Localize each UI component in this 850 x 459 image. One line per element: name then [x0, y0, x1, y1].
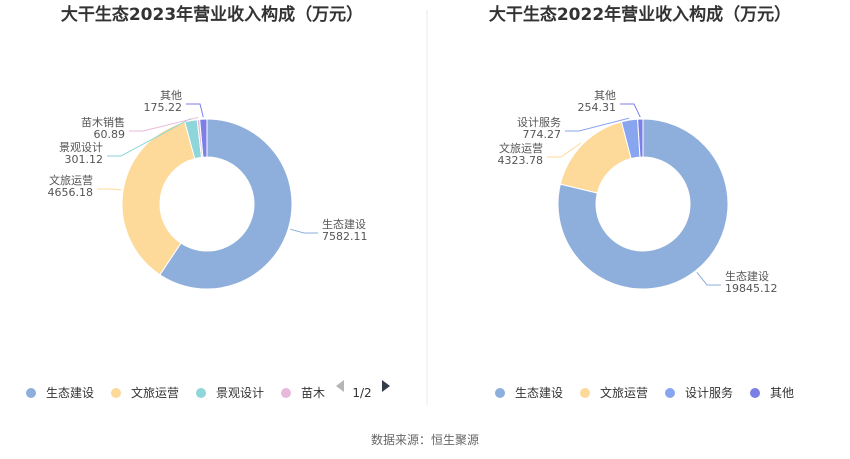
legend-item[interactable]: 苗木	[301, 386, 325, 400]
slice-label-name: 文旅运营	[499, 141, 543, 155]
slice-其他[interactable]	[199, 118, 208, 158]
legend-2022: 生态建设 文旅运营 设计服务 其他	[495, 385, 794, 400]
legend-item[interactable]: 其他	[770, 386, 794, 400]
slice-label-value: 175.22	[144, 101, 183, 114]
leader-line	[565, 117, 630, 132]
legend-marker	[580, 388, 590, 398]
leader-line	[696, 272, 721, 286]
slice-文旅运营[interactable]	[559, 121, 632, 194]
slice-label-name: 设计服务	[517, 116, 561, 129]
chart-2022: 大干生态2022年营业收入构成（万元） 生态建设19845.12文旅运营4323…	[489, 4, 794, 400]
chart-title-2023: 大干生态2023年营业收入构成（万元）	[61, 4, 363, 25]
legend-item[interactable]: 景观设计	[216, 386, 264, 400]
slice-label-value: 7582.11	[322, 230, 368, 243]
data-source: 数据来源：恒生聚源	[371, 432, 479, 447]
slice-label-name: 其他	[594, 89, 616, 102]
leader-line	[97, 188, 122, 191]
legend-marker	[281, 388, 291, 398]
chart-title-2022: 大干生态2022年营业收入构成（万元）	[489, 4, 791, 25]
slice-label-name: 文旅运营	[49, 173, 93, 187]
slice-文旅运营[interactable]	[121, 121, 196, 276]
leader-line	[107, 118, 191, 157]
slice-label-name: 景观设计	[59, 141, 103, 154]
leader-line	[290, 228, 318, 234]
legend-marker	[111, 388, 121, 398]
chart-2023: 大干生态2023年营业收入构成（万元） 生态建设7582.11文旅运营4656.…	[26, 4, 390, 400]
legend-2023: 生态建设 文旅运营 景观设计 苗木	[26, 385, 325, 400]
legend-item[interactable]: 生态建设	[515, 386, 563, 400]
slice-label-value: 19845.12	[725, 282, 778, 295]
slice-其他[interactable]	[637, 118, 644, 158]
legend-marker	[495, 388, 505, 398]
slice-label-name: 苗木销售	[81, 115, 125, 129]
slice-label-value: 4323.78	[498, 154, 544, 167]
legend-marker	[750, 388, 760, 398]
slice-label-value: 301.12	[65, 153, 104, 166]
leader-line	[620, 103, 641, 118]
legend-item[interactable]: 设计服务	[685, 385, 733, 400]
legend-item[interactable]: 文旅运营	[600, 385, 648, 400]
legend-marker	[196, 388, 206, 398]
slice-label-value: 4656.18	[48, 186, 94, 199]
legend-marker	[26, 388, 36, 398]
leader-line	[186, 103, 204, 118]
slice-生态建设[interactable]	[159, 118, 293, 290]
pager-text: 1/2	[352, 386, 371, 400]
legend-item[interactable]: 文旅运营	[131, 385, 179, 400]
leader-line	[547, 142, 582, 158]
slice-label-name: 生态建设	[322, 217, 366, 231]
legend-pager: 1/2	[336, 380, 390, 400]
legend-marker	[665, 388, 675, 398]
slice-label-value: 254.31	[578, 101, 617, 114]
slice-label-name: 生态建设	[725, 269, 769, 283]
pager-prev-icon[interactable]	[336, 380, 344, 392]
slice-label-value: 774.27	[523, 128, 562, 141]
legend-item[interactable]: 生态建设	[46, 386, 94, 400]
pager-next-icon[interactable]	[382, 380, 390, 392]
leader-line	[129, 116, 199, 132]
slice-label-value: 60.89	[94, 128, 126, 141]
slice-label-name: 其他	[160, 89, 182, 102]
slice-生态建设[interactable]	[557, 118, 729, 290]
